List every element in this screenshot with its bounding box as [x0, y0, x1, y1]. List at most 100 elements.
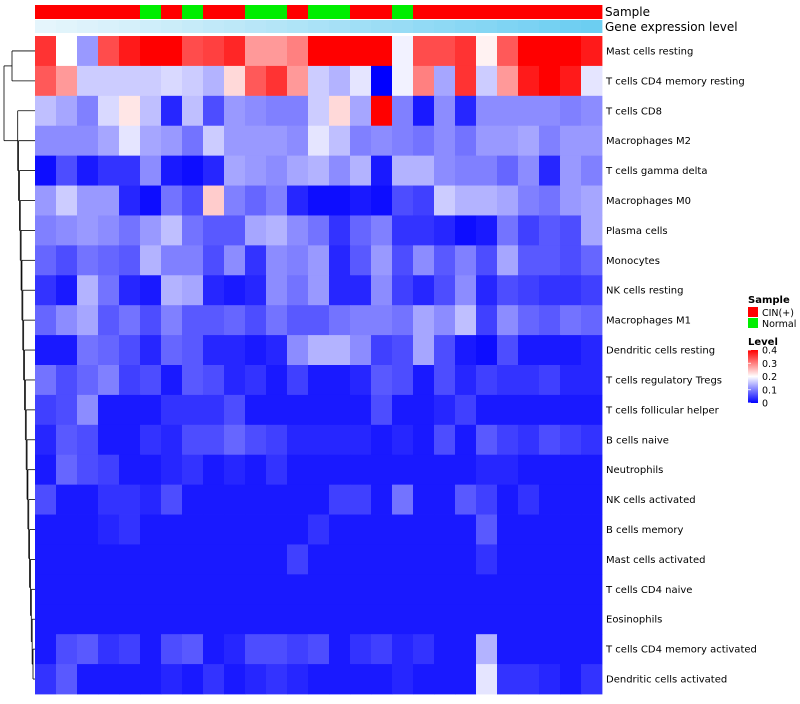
heatmap-cell	[392, 305, 414, 336]
heatmap-cell	[455, 185, 477, 216]
heatmap-cell	[581, 335, 603, 366]
heatmap-cell	[350, 514, 372, 545]
heatmap-cell	[77, 454, 99, 486]
heatmap-cell	[476, 275, 498, 306]
heatmap-cell	[182, 484, 204, 515]
heatmap-cell	[224, 604, 246, 635]
heatmap-cell	[224, 664, 246, 695]
heatmap-cell	[287, 574, 309, 605]
heatmap-cell	[329, 664, 351, 695]
heatmap-cell	[329, 634, 351, 665]
heatmap-cell	[98, 574, 120, 605]
heatmap-cell	[119, 215, 141, 246]
heatmap-cell	[413, 634, 435, 665]
heatmap-cell	[56, 574, 78, 605]
heatmap-cell	[224, 215, 246, 246]
heatmap-cell	[476, 185, 498, 216]
heatmap-cell	[203, 95, 225, 127]
heatmap-cell	[77, 574, 99, 605]
heatmap-cell	[119, 36, 141, 67]
row-label: T cells CD4 memory resting	[605, 76, 745, 87]
heatmap-cell	[287, 394, 309, 426]
heatmap-cell	[308, 335, 330, 366]
heatmap-cell	[245, 335, 267, 366]
heatmap-cell	[161, 634, 183, 665]
heatmap-cell	[518, 514, 540, 545]
heatmap-cell	[560, 365, 582, 396]
heatmap-cell	[119, 155, 141, 186]
heatmap-cell	[266, 245, 288, 276]
heatmap-cell	[392, 335, 414, 366]
heatmap-cell	[350, 65, 372, 97]
heatmap-cell	[497, 424, 519, 456]
heatmap-cell	[329, 335, 351, 366]
heatmap-cell	[497, 574, 519, 605]
heatmap-cell	[518, 245, 540, 276]
heatmap-cell	[35, 394, 57, 426]
heatmap-cell	[245, 365, 267, 396]
heatmap-cell	[77, 634, 99, 665]
heatmap-cell	[497, 365, 519, 396]
heatmap-cell	[119, 335, 141, 366]
heatmap-cell	[350, 484, 372, 515]
heatmap-cell	[224, 394, 246, 426]
heatmap-cell	[98, 125, 120, 157]
expression-annotation-cell	[161, 20, 183, 33]
heatmap-cell	[77, 365, 99, 396]
heatmap-cell	[497, 634, 519, 665]
sample-annotation-cell	[308, 5, 330, 19]
heatmap-cell	[287, 604, 309, 635]
heatmap-cell	[287, 155, 309, 186]
heatmap-cell	[308, 65, 330, 97]
heatmap-cell	[182, 394, 204, 426]
heatmap-cell	[581, 394, 603, 426]
heatmap-cell	[371, 514, 393, 545]
heatmap-cell	[581, 544, 603, 575]
heatmap-cell	[203, 544, 225, 575]
heatmap-cell	[140, 664, 162, 695]
heatmap-cell	[308, 664, 330, 695]
heatmap-cell	[77, 424, 99, 456]
heatmap-cell	[140, 394, 162, 426]
expression-annotation-cell	[266, 20, 288, 33]
expression-annotation-cell	[413, 20, 435, 33]
heatmap-cell	[560, 484, 582, 515]
heatmap-cell	[497, 305, 519, 336]
heatmap-cell	[266, 484, 288, 515]
heatmap-cell	[560, 65, 582, 97]
row-label: Macrophages M0	[606, 196, 691, 207]
heatmap-cell	[392, 245, 414, 276]
heatmap-cell	[224, 95, 246, 127]
heatmap-cell	[560, 394, 582, 426]
heatmap-cell	[182, 125, 204, 157]
heatmap-cell	[161, 424, 183, 456]
heatmap-cell	[581, 664, 603, 695]
heatmap-cell	[140, 36, 162, 67]
heatmap-cell	[35, 185, 57, 216]
expression-annotation-cell	[224, 20, 246, 33]
heatmap-cell	[518, 424, 540, 456]
heatmap-cell	[560, 125, 582, 157]
heatmap-cell	[140, 514, 162, 545]
heatmap-cell	[434, 215, 456, 246]
heatmap-cell	[77, 245, 99, 276]
heatmap-cell	[476, 305, 498, 336]
heatmap-cell	[455, 634, 477, 665]
heatmap-cell	[476, 65, 498, 97]
heatmap-cell	[434, 544, 456, 575]
heatmap-cell	[245, 275, 267, 306]
heatmap-cell	[161, 574, 183, 605]
heatmap-cell	[182, 604, 204, 635]
heatmap-cell	[392, 215, 414, 246]
sample-annotation-cell	[539, 5, 561, 19]
heatmap-cell	[119, 305, 141, 336]
sample-annotation-cell	[98, 5, 120, 19]
heatmap-cell	[518, 544, 540, 575]
heatmap-cell	[329, 365, 351, 396]
heatmap-cell	[497, 664, 519, 695]
heatmap-cell	[518, 305, 540, 336]
row-label: T cells CD4 memory activated	[605, 645, 757, 656]
heatmap-cell	[350, 394, 372, 426]
heatmap-cell	[245, 424, 267, 456]
sample-annotation-cell	[224, 5, 246, 19]
